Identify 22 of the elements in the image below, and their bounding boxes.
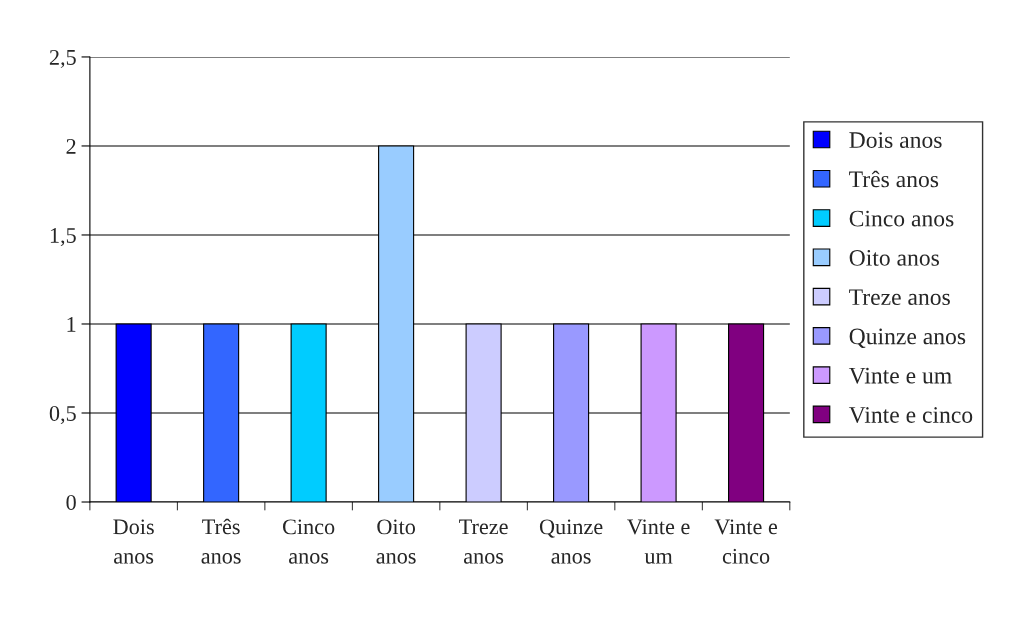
x-tick-label: Oito anos — [376, 519, 416, 564]
legend-label: Vinte e um — [848, 367, 952, 384]
x-tick-label: Três anos — [201, 518, 241, 564]
x-tick-label: Vinte e cinco — [714, 519, 778, 564]
legend-label: Vinte e cinco — [848, 407, 973, 424]
x-tick-label: Quinze anos — [539, 519, 603, 564]
x-tick-label: Treze anos — [459, 519, 508, 564]
legend-label: Quinze anos — [849, 328, 966, 348]
y-tick-label: 2,5 — [49, 49, 76, 69]
y-tick-label: 1 — [67, 317, 76, 332]
y-tick-label: 0 — [66, 494, 76, 510]
x-tick-label: Vinte e um — [627, 519, 690, 564]
y-tick-label: 2 — [66, 138, 76, 154]
y-tick-label: 1,5 — [50, 228, 76, 247]
legend-label: Oito anos — [849, 249, 939, 266]
y-tick-label: 0,5 — [49, 405, 76, 425]
legend-label: Três anos — [849, 170, 939, 188]
x-tick-label: Cinco anos — [282, 519, 335, 564]
legend-label: Dois anos — [849, 132, 942, 149]
legend-label: Treze anos — [849, 289, 950, 306]
x-tick-label: Dois anos — [113, 519, 154, 564]
legend-label: Cinco anos — [849, 210, 954, 227]
